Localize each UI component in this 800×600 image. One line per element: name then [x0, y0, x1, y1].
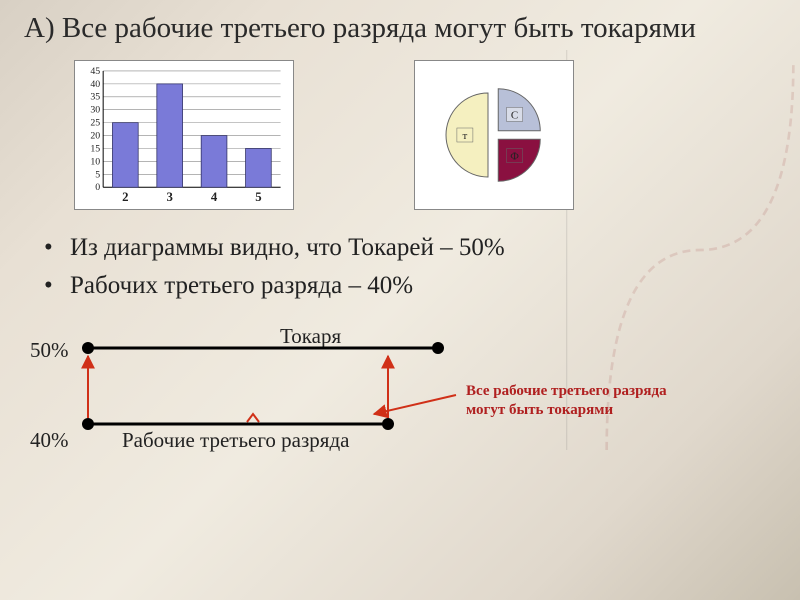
pct50-label: 50%	[30, 338, 69, 363]
svg-text:2: 2	[122, 190, 128, 204]
svg-text:5: 5	[95, 170, 100, 181]
bullet-item: Из диаграммы видно, что Токарей – 50%	[44, 234, 776, 262]
svg-text:0: 0	[95, 182, 100, 193]
svg-text:10: 10	[90, 157, 100, 168]
charts-row: 0510152025303540452345 тСФ	[74, 60, 776, 210]
bullet-item: Рабочих третьего разряда – 40%	[44, 272, 776, 300]
bar-chart: 0510152025303540452345	[81, 67, 285, 205]
svg-text:3: 3	[166, 190, 172, 204]
svg-text:т: т	[462, 130, 467, 142]
svg-text:35: 35	[90, 92, 100, 103]
svg-text:45: 45	[90, 67, 100, 77]
pct40-label: 40%	[30, 428, 69, 453]
svg-text:С: С	[511, 110, 518, 122]
slide-heading: А) Все рабочие третьего разряда могут бы…	[24, 10, 776, 46]
svg-text:25: 25	[90, 118, 100, 129]
pie-chart-panel: т С Ф	[414, 60, 574, 210]
svg-text:5: 5	[255, 190, 261, 204]
interval-diagram: 50% 40% Токаря Рабочие третьего разряда …	[30, 330, 776, 470]
svg-text:Ф: Ф	[510, 151, 519, 163]
bullet-list: Из диаграммы видно, что Токарей – 50% Ра…	[44, 234, 776, 300]
interval-svg	[76, 330, 776, 460]
pie-chart: т С Ф	[429, 70, 559, 200]
svg-text:4: 4	[211, 190, 218, 204]
bar-chart-panel: 0510152025303540452345	[74, 60, 294, 210]
svg-text:30: 30	[90, 105, 100, 116]
svg-text:20: 20	[90, 131, 100, 142]
svg-text:40: 40	[90, 79, 100, 90]
svg-text:15: 15	[90, 144, 100, 155]
